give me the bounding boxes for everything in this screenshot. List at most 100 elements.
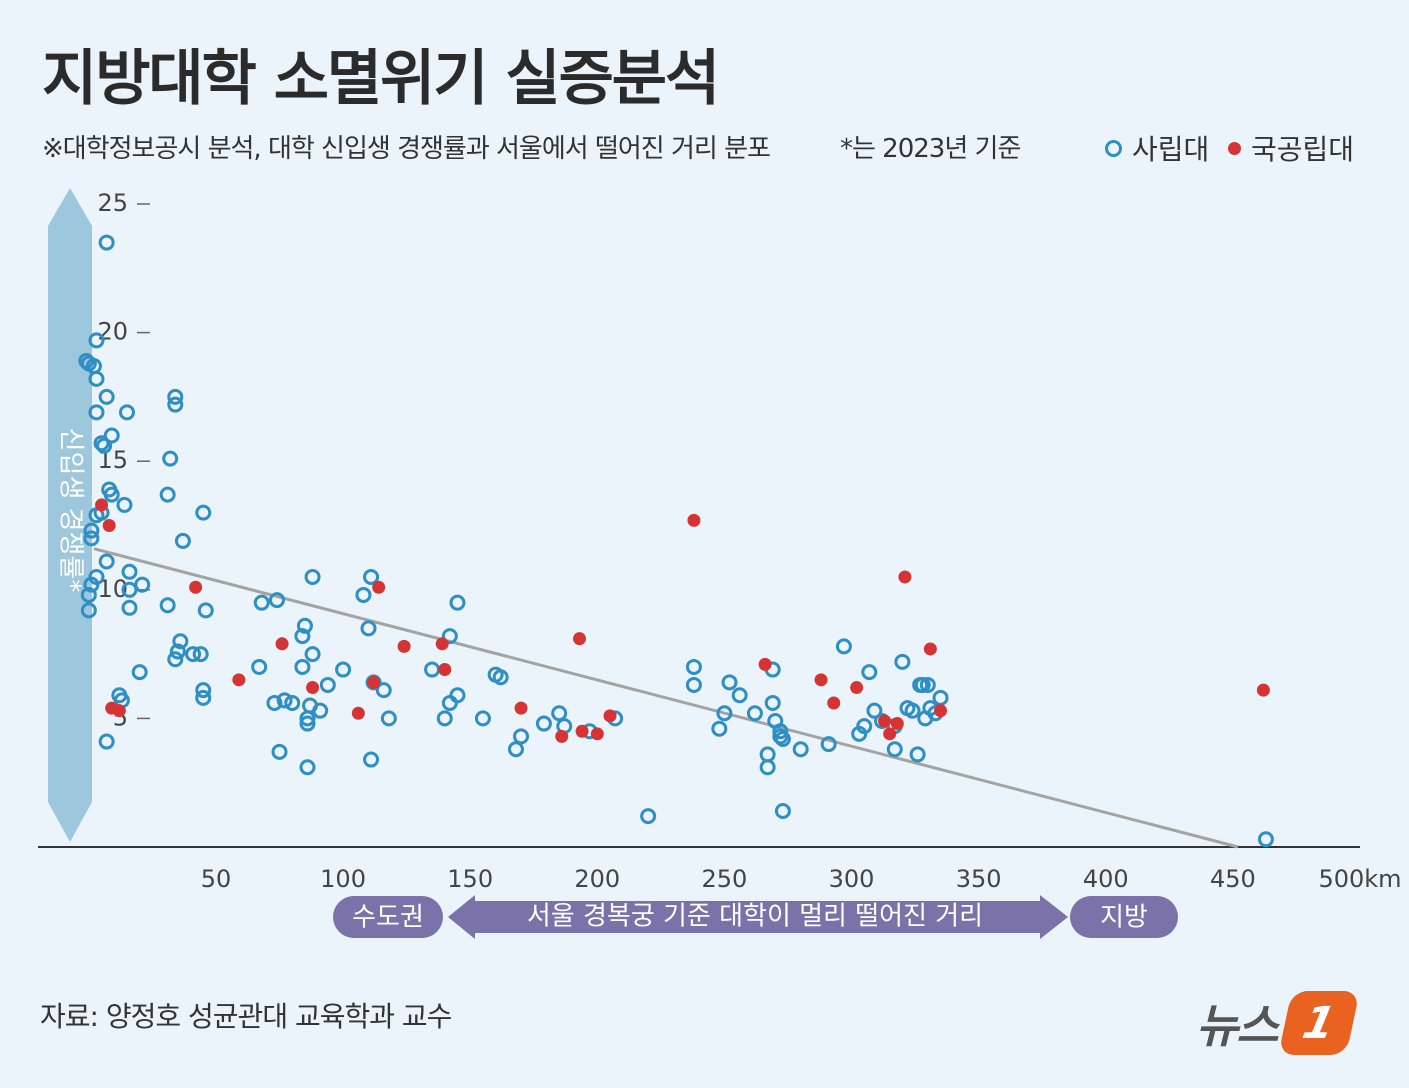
- chart-subtitle: ※대학정보공시 분석, 대학 신입생 경쟁률과 서울에서 떨어진 거리 분포: [42, 134, 771, 164]
- point-private: [866, 702, 883, 719]
- legend-item-private: 사립대: [1105, 128, 1209, 168]
- point-private: [640, 808, 657, 825]
- point-public: [438, 663, 452, 677]
- point-private: [914, 676, 931, 693]
- point-private: [360, 620, 377, 637]
- point-private: [197, 602, 214, 619]
- point-private: [98, 733, 115, 750]
- point-private: [535, 715, 552, 732]
- point-private: [685, 658, 702, 675]
- point-private: [449, 687, 466, 704]
- point-public: [397, 639, 411, 653]
- point-private: [174, 532, 191, 549]
- point-public: [890, 717, 904, 731]
- legend-item-public: 국공립대: [1228, 128, 1354, 168]
- point-private: [731, 687, 748, 704]
- point-private: [474, 710, 491, 727]
- point-private: [380, 710, 397, 727]
- point-public: [923, 642, 937, 656]
- point-private: [764, 694, 781, 711]
- point-private: [167, 388, 184, 405]
- point-private: [121, 581, 138, 598]
- point-private: [304, 646, 321, 663]
- point-private: [98, 388, 115, 405]
- point-public: [850, 681, 864, 695]
- point-public: [275, 637, 289, 651]
- point-private: [192, 646, 209, 663]
- point-private: [266, 694, 283, 711]
- chart-title: 지방대학 소멸위기 실증분석: [42, 44, 720, 114]
- point-private: [759, 759, 776, 776]
- point-public: [514, 701, 528, 715]
- point-public: [575, 724, 589, 738]
- point-public: [306, 681, 320, 695]
- point-private: [375, 682, 392, 699]
- point-private: [162, 450, 179, 467]
- point-public: [814, 673, 828, 687]
- news1-logo: 뉴스 1: [1196, 990, 1360, 1056]
- point-private: [774, 802, 791, 819]
- point-private: [80, 602, 97, 619]
- point-public: [590, 727, 604, 741]
- point-private: [449, 594, 466, 611]
- point-private: [772, 723, 789, 740]
- point-private: [185, 646, 202, 663]
- point-public: [351, 706, 365, 720]
- point-private: [103, 486, 120, 503]
- point-private: [894, 653, 911, 670]
- point-public: [878, 714, 892, 728]
- series-public: [95, 498, 1270, 743]
- point-public: [687, 513, 701, 527]
- point-public: [372, 580, 386, 594]
- point-private: [492, 669, 509, 686]
- x-tick-label: 50: [201, 865, 232, 893]
- point-public: [555, 729, 569, 743]
- point-private: [835, 638, 852, 655]
- point-private: [96, 437, 113, 454]
- point-private: [513, 728, 530, 745]
- x-tick-label: 300: [829, 865, 875, 893]
- point-private: [820, 736, 837, 753]
- point-private: [167, 396, 184, 413]
- point-private: [721, 674, 738, 691]
- point-private: [746, 705, 763, 722]
- point-private: [294, 628, 311, 645]
- point-private: [861, 664, 878, 681]
- point-private: [169, 643, 186, 660]
- point-public: [758, 657, 772, 671]
- band-region: [1070, 896, 1178, 938]
- band-middle-label: 서울 경복궁 기준 대학이 멀리 떨어진 거리: [527, 902, 983, 932]
- point-private: [441, 628, 458, 645]
- legend-label-private: 사립대: [1132, 133, 1210, 166]
- point-private: [195, 689, 212, 706]
- point-private: [103, 427, 120, 444]
- y-axis-band: [48, 188, 92, 842]
- point-public: [1256, 683, 1270, 697]
- band-capital: [333, 896, 443, 938]
- logo-badge-number: 1: [1297, 997, 1340, 1049]
- point-private: [83, 576, 100, 593]
- point-public: [95, 498, 109, 512]
- point-public: [189, 580, 203, 594]
- point-private: [685, 676, 702, 693]
- point-private: [134, 576, 151, 593]
- point-private: [253, 594, 270, 611]
- point-private: [711, 720, 728, 737]
- point-public: [112, 704, 126, 718]
- point-private: [88, 332, 105, 349]
- legend-marker-public: [1228, 141, 1241, 155]
- y-axis-label: 신입생 경쟁률*: [56, 428, 86, 593]
- point-public: [934, 704, 948, 718]
- point-public: [232, 673, 246, 687]
- point-private: [551, 705, 568, 722]
- logo-text: 뉴스: [1196, 999, 1279, 1053]
- point-private: [304, 568, 321, 585]
- point-private: [716, 705, 733, 722]
- point-private: [98, 553, 115, 570]
- x-tick-label: 500km: [1318, 865, 1401, 893]
- x-tick-label: 250: [702, 865, 748, 893]
- band-capital-label: 수도권: [352, 903, 424, 933]
- point-public: [435, 637, 449, 651]
- point-private: [131, 664, 148, 681]
